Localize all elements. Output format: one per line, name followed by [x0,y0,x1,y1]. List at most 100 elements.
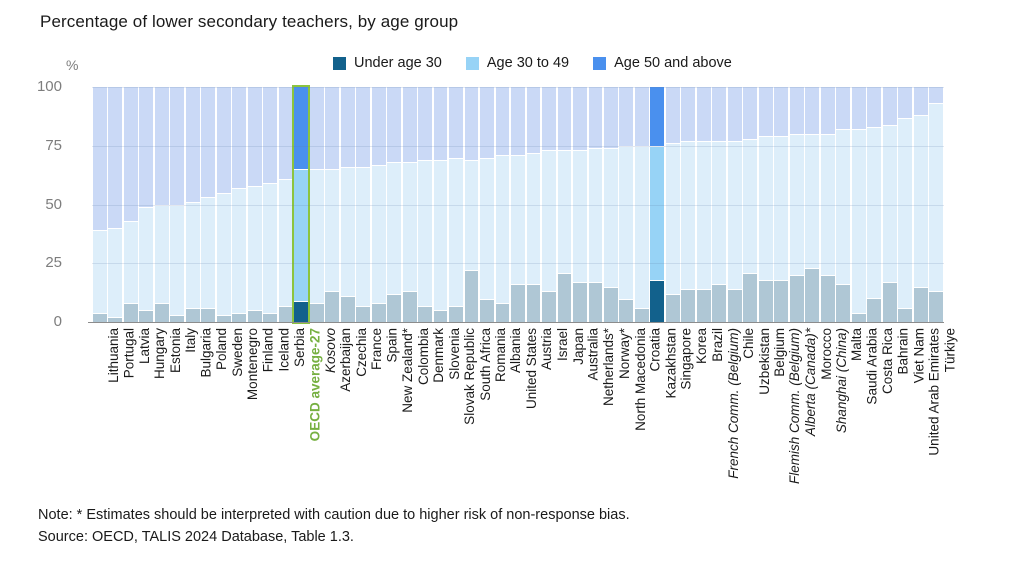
segment-age-30-to-49 [232,188,247,313]
x-label-slovak-republic: Slovak Republic [462,328,478,425]
x-label-albania: Albania [508,328,524,374]
segment-age-50-and-above [170,87,185,205]
bar-south-africa [464,87,479,322]
bar-japan [557,87,572,322]
bar-israel [542,87,556,322]
segment-age-30-to-49 [154,204,169,304]
x-label-oecd-average-27: OECD average-27 [307,328,323,442]
segment-under-age-30 [588,282,603,322]
x-label-french-comm-belgium: French Comm. (Belgium) [725,328,741,479]
segment-age-50-and-above [402,87,417,163]
segment-age-30-to-49 [542,150,556,292]
segment-age-50-and-above [542,87,556,151]
bar-kazakhstan [650,87,665,322]
bar-latvia [123,87,138,322]
x-label-austria: Austria [539,328,555,371]
segment-under-age-30 [123,303,138,322]
x-label-bahrain: Bahrain [895,328,911,375]
x-label-south-africa: South Africa [477,328,493,401]
x-label-shanghai-china: Shanghai (China) [833,328,849,434]
segment-age-30-to-49 [634,145,649,308]
segment-under-age-30 [340,296,355,322]
x-label-kazakhstan: Kazakhstan [663,328,679,399]
segment-under-age-30 [278,305,293,322]
legend-swatch-age-50-and-above [593,56,607,70]
segment-under-age-30 [154,303,169,322]
segment-age-50-and-above [665,87,680,144]
segment-under-age-30 [743,272,758,322]
segment-under-age-30 [449,305,463,322]
bar-estonia [154,87,169,322]
segment-under-age-30 [789,275,804,322]
segment-under-age-30 [495,303,510,322]
segment-age-50-and-above [154,87,169,205]
bar-italy [170,87,185,322]
segment-under-age-30 [712,284,727,322]
bar-albania [495,87,510,322]
bar-kosovo [309,87,324,322]
bar-french-comm-belgium [712,87,727,322]
segment-under-age-30 [371,303,386,322]
x-label-chile: Chile [740,328,756,359]
segment-age-30-to-49 [263,183,278,313]
segment-age-50-and-above [464,87,479,160]
segment-age-30-to-49 [743,138,758,273]
segment-age-50-and-above [123,87,138,221]
segment-age-50-and-above [588,87,603,149]
segment-under-age-30 [387,293,402,322]
segment-age-50-and-above [898,87,913,118]
segment-under-age-30 [851,312,866,322]
segment-age-50-and-above [108,87,123,228]
segment-under-age-30 [185,307,200,322]
segment-age-50-and-above [294,87,309,170]
segment-age-30-to-49 [789,134,804,275]
segment-under-age-30 [139,310,154,322]
segment-age-50-and-above [263,87,278,184]
segment-under-age-30 [929,291,944,322]
segment-age-30-to-49 [139,206,154,311]
segment-under-age-30 [201,307,216,322]
segment-age-30-to-49 [108,228,123,318]
segment-under-age-30 [867,298,882,322]
segment-under-age-30 [433,310,448,322]
x-label-viet-nam: Viet Nam [911,328,927,384]
segment-age-30-to-49 [526,152,541,285]
segment-age-50-and-above [325,87,340,170]
segment-age-30-to-49 [309,169,324,304]
bar-united-states [511,87,525,322]
chart-title: Percentage of lower secondary teachers, … [40,12,459,31]
bar-poland [201,87,216,322]
segment-age-30-to-49 [495,155,510,304]
segment-age-30-to-49 [867,126,882,299]
segment-age-30-to-49 [511,155,525,285]
x-label-sweden: Sweden [229,328,245,377]
segment-age-50-and-above [139,87,154,207]
plot-area [88,87,944,323]
segment-under-age-30 [573,282,587,322]
bar-costa-rica [867,87,882,322]
segment-under-age-30 [232,312,247,322]
segment-age-30-to-49 [650,145,665,280]
bar-montenegro [232,87,247,322]
x-label-morocco: Morocco [818,328,834,380]
note-text: Note: * Estimates should be interpreted … [38,507,630,523]
x-label-t-rkiye: Türkiye [942,328,958,373]
x-label-denmark: Denmark [431,328,447,383]
segment-age-30-to-49 [278,178,293,306]
x-label-czechia: Czechia [353,328,369,377]
bar-denmark [418,87,432,322]
bar-finland [247,87,262,322]
segment-under-age-30 [898,307,913,322]
segment-under-age-30 [480,298,494,322]
x-label-portugal: Portugal [121,328,137,379]
segment-under-age-30 [356,305,371,322]
segment-under-age-30 [619,298,634,322]
segment-age-30-to-49 [898,117,913,308]
segment-age-30-to-49 [371,164,386,304]
legend-label-age-30-to-49: Age 30 to 49 [486,55,570,71]
segment-age-50-and-above [449,87,463,158]
x-axis-line [88,322,944,323]
segment-age-30-to-49 [340,166,355,297]
segment-under-age-30 [402,291,417,322]
segment-age-50-and-above [216,87,231,193]
